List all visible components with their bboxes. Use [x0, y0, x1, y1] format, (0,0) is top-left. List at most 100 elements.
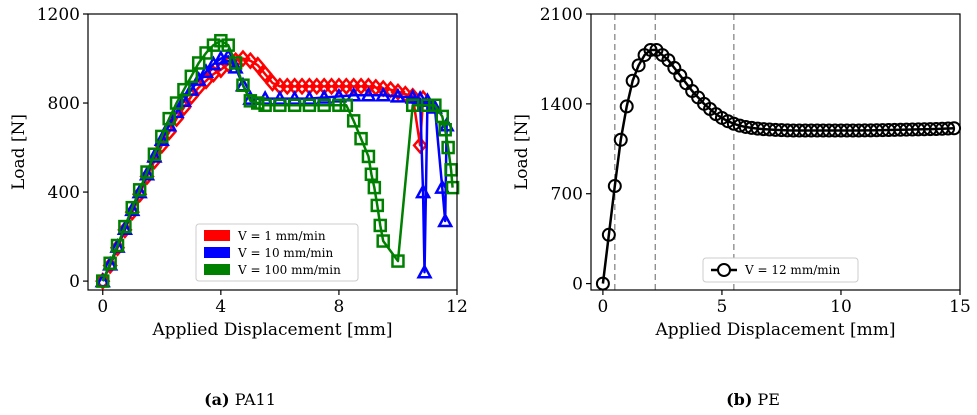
data-point	[643, 42, 658, 57]
data-point	[184, 69, 199, 84]
data-point	[287, 98, 302, 113]
data-point	[607, 179, 622, 194]
legend-entry: V = 10 mm/min	[204, 246, 333, 260]
data-point	[258, 98, 272, 113]
data-point	[273, 98, 287, 113]
data-point	[435, 109, 449, 124]
x-tick-label: 5	[717, 297, 728, 317]
data-point	[155, 129, 169, 144]
series-line	[101, 39, 454, 282]
data-point	[601, 227, 616, 242]
data-point	[420, 98, 435, 113]
data-point	[625, 73, 640, 88]
legend-entry: V = 12 mm/min	[711, 263, 840, 277]
data-point	[317, 98, 331, 113]
data-point	[146, 147, 163, 163]
data-point	[96, 274, 110, 288]
legend-label: V = 1 mm/min	[237, 229, 326, 243]
data-point	[345, 86, 362, 102]
legend-box	[702, 257, 859, 283]
caption-text: PE	[752, 390, 780, 409]
x-tick-label: 15	[949, 297, 971, 317]
data-point	[330, 87, 348, 103]
data-point	[197, 63, 215, 79]
data-point	[941, 121, 956, 136]
x-tick-label: 0	[597, 297, 608, 317]
data-point	[434, 179, 451, 194]
chart-pa11: 0 4 8 12 0 400 800 1200 Applied Displacement [mm…	[9, 5, 468, 409]
data-point	[236, 78, 250, 92]
data-point	[613, 132, 628, 147]
caption-label: (b)	[726, 390, 752, 409]
data-point	[221, 38, 235, 52]
legend-label: V = 100 mm/min	[237, 263, 341, 277]
data-point	[445, 180, 460, 195]
plot-frame	[590, 13, 961, 291]
data-point	[404, 88, 421, 104]
data-point	[250, 56, 266, 75]
data-point	[438, 122, 452, 137]
data-point	[140, 165, 154, 179]
data-point	[373, 218, 387, 233]
y-tick-label: 0	[69, 272, 80, 292]
figure-caption: (b) PE	[726, 390, 780, 409]
y-tick-label: 0	[572, 275, 583, 295]
plot-frame	[87, 13, 458, 291]
data-point	[389, 87, 407, 103]
data-point	[199, 46, 213, 60]
data-point	[243, 94, 258, 108]
caption-label: (a)	[204, 390, 230, 409]
data-point	[360, 86, 377, 102]
data-point	[302, 98, 317, 113]
x-tick-label: 8	[334, 297, 345, 317]
x-tick-label: 0	[97, 297, 108, 317]
data-point	[428, 98, 442, 113]
data-point	[414, 183, 432, 199]
x-tick-label: 12	[446, 297, 468, 317]
legend: V = 1 mm/min V = 10 mm/min V = 100 mm/min	[195, 223, 359, 282]
legend-label: V = 12 mm/min	[744, 263, 840, 277]
data-point	[118, 219, 132, 234]
legend-swatch	[204, 264, 230, 275]
data-point	[116, 220, 134, 236]
data-point	[286, 89, 303, 105]
legend-box	[195, 223, 359, 282]
chart-pe: 0 5 10 15 0 700 1400 2100 Applied Displacement […	[512, 5, 971, 409]
data-point	[177, 82, 191, 97]
data-point	[376, 234, 390, 248]
data-point	[339, 98, 354, 113]
y-axis-label: Load [N]	[9, 114, 29, 190]
legend-label: V = 10 mm/min	[237, 246, 333, 260]
data-point	[131, 183, 148, 199]
y-tick-label: 1200	[37, 5, 80, 25]
legend-entry: V = 1 mm/min	[204, 229, 326, 243]
data-point	[169, 96, 184, 110]
data-point	[416, 263, 433, 279]
figure-caption: (a) PA11	[204, 390, 276, 409]
legend: V = 12 mm/min	[702, 257, 859, 283]
data-point	[370, 198, 385, 213]
data-point	[132, 183, 147, 197]
data-point	[271, 89, 288, 105]
data-point	[361, 149, 376, 164]
data-point	[367, 180, 382, 195]
y-tick-label: 800	[48, 94, 80, 114]
y-axis-label: Load [N]	[512, 114, 532, 190]
data-point	[301, 89, 318, 105]
data-point	[316, 88, 333, 104]
data-point	[110, 238, 125, 253]
y-tick-label: 2100	[540, 5, 583, 25]
data-point	[103, 256, 117, 271]
data-point	[375, 86, 392, 102]
x-tick-label: 4	[215, 297, 226, 317]
data-point	[391, 254, 405, 268]
series-1	[595, 42, 962, 291]
data-point	[147, 147, 162, 161]
y-tick-label: 400	[48, 183, 80, 203]
data-point	[250, 96, 265, 110]
y-tick-label: 1400	[540, 95, 583, 115]
caption-text: PA11	[230, 390, 276, 409]
data-point	[124, 201, 141, 217]
data-point	[153, 131, 170, 147]
data-point	[125, 200, 140, 215]
